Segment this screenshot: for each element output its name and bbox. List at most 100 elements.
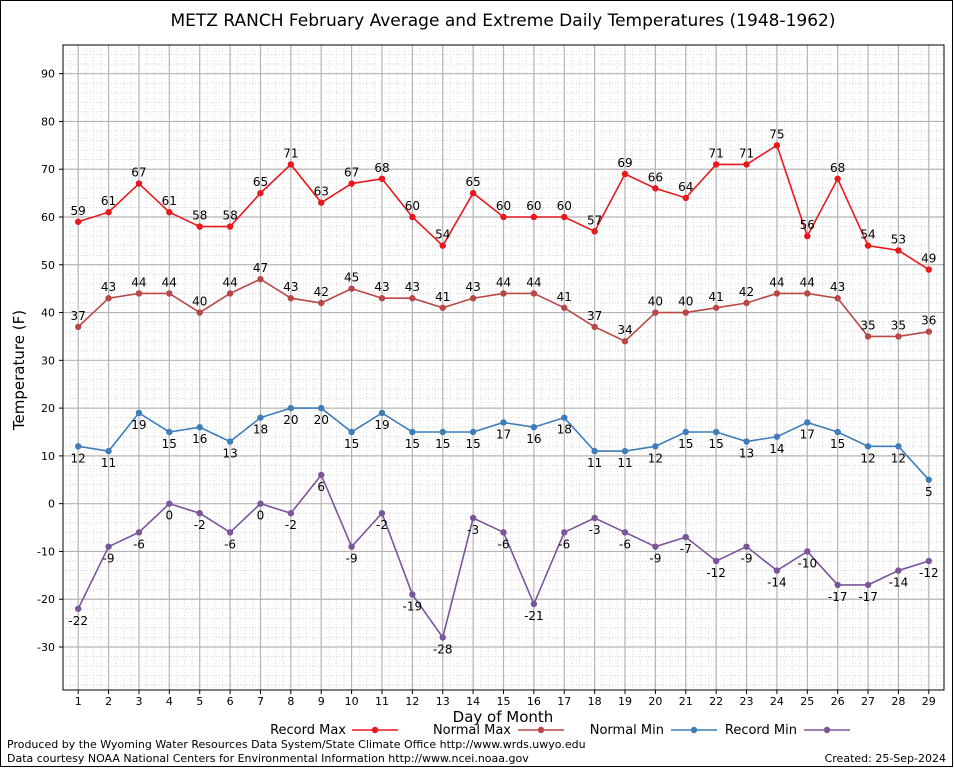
record-max-point [226, 223, 234, 230]
normal-min-data-label: 17 [496, 427, 511, 441]
record-max-point [682, 194, 689, 202]
normal-min-point [682, 428, 689, 436]
normal-min-data-label: 12 [648, 451, 663, 465]
record-max-data-label: 58 [222, 209, 237, 223]
normal-max-data-label: 43 [101, 280, 116, 294]
record-max-data-label: 60 [526, 199, 541, 213]
x-tick-label: 12 [405, 695, 419, 708]
normal-max-data-label: 43 [405, 280, 420, 294]
y-tick-label: 30 [41, 354, 55, 367]
normal-min-point [409, 428, 416, 436]
footer-created-date: Created: 25-Sep-2024 [824, 752, 946, 765]
record-max-data-label: 68 [374, 161, 389, 175]
x-axis-label: Day of Month [453, 708, 554, 726]
normal-max-point [500, 290, 507, 297]
normal-min-point [864, 443, 872, 450]
normal-max-point [804, 290, 811, 297]
footer-data-courtesy: Data courtesy NOAA National Centers for … [7, 752, 529, 765]
record-min-data-label: -9 [649, 552, 661, 566]
record-min-data-label: -21 [524, 609, 544, 623]
record-max-point [287, 161, 295, 168]
normal-min-point [135, 409, 143, 417]
normal-max-data-label: 42 [739, 285, 754, 299]
normal-min-data-label: 14 [769, 442, 784, 456]
normal-min-data-label: 11 [587, 456, 602, 470]
normal-max-point [287, 295, 295, 302]
normal-min-data-label: 13 [739, 447, 754, 461]
x-tick-label: 2 [105, 695, 112, 708]
normal-min-data-label: 15 [405, 437, 420, 451]
normal-max-point [773, 290, 781, 297]
normal-max-point [682, 309, 689, 316]
record-min-point [378, 510, 386, 517]
normal-max-data-label: 44 [769, 275, 784, 289]
footer-produced-by: Produced by the Wyoming Water Resources … [7, 738, 586, 751]
x-tick-label: 29 [922, 695, 936, 708]
normal-max-data-label: 44 [496, 275, 511, 289]
x-tick-label: 15 [497, 695, 511, 708]
x-tick-label: 5 [196, 695, 203, 708]
record-max-point [530, 213, 538, 221]
record-min-series: -22 -9 -6 0 -2 -6 0 -2 6 -9 -2 -19 -28 -3 -6 -21 -6 -3 -6 -… [68, 471, 939, 656]
record-min-data-label: -7 [680, 542, 692, 556]
normal-max-point [712, 304, 720, 311]
normal-max-data-label: 36 [921, 314, 936, 328]
record-max-data-label: 63 [314, 185, 329, 199]
normal-min-point [469, 428, 477, 436]
normal-min-data-label: 15 [162, 437, 177, 451]
normal-min-point [348, 428, 355, 436]
normal-max-point [166, 290, 173, 297]
normal-max-data-label: 44 [222, 275, 237, 289]
normal-min-data-label: 20 [314, 413, 329, 427]
normal-max-data-label: 41 [435, 290, 450, 304]
normal-min-point [895, 443, 902, 450]
record-max-data-label: 49 [921, 252, 936, 266]
record-min-data-label: -6 [619, 537, 631, 551]
normal-min-data-label: 12 [860, 451, 875, 465]
record-max-data-label: 61 [162, 194, 177, 208]
normal-min-point [925, 476, 933, 483]
normal-min-point [196, 424, 203, 431]
x-tick-label: 4 [166, 695, 173, 708]
normal-max-point [591, 323, 598, 331]
record-min-point [500, 529, 507, 536]
legend-label-record-min: Record Min [725, 723, 797, 738]
normal-max-data-label: 35 [891, 318, 906, 332]
normal-max-point [743, 299, 750, 307]
x-tick-label: 16 [527, 695, 541, 708]
x-tick-label: 7 [257, 695, 264, 708]
record-min-point [895, 567, 902, 574]
record-max-data-label: 54 [435, 228, 450, 242]
record-max-point [74, 218, 82, 225]
normal-max-data-label: 47 [253, 261, 268, 275]
normal-min-point [652, 443, 659, 450]
record-max-point [804, 232, 811, 240]
normal-min-point [591, 447, 598, 455]
record-max-point [712, 161, 720, 168]
record-min-data-label: -2 [376, 518, 388, 532]
normal-max-data-label: 44 [526, 275, 541, 289]
x-tick-label: 21 [679, 695, 693, 708]
record-max-data-label: 67 [131, 166, 146, 180]
record-max-data-label: 59 [71, 204, 86, 218]
normal-min-point [561, 414, 568, 421]
y-tick-label: 80 [41, 115, 55, 128]
record-min-data-label: -10 [797, 556, 817, 570]
y-tick-label: 60 [41, 211, 55, 224]
legend-marker-record-min [823, 726, 831, 734]
record-min-point [348, 543, 355, 550]
x-tick-label: 26 [831, 695, 845, 708]
normal-max-point [196, 309, 203, 316]
x-tick-label: 20 [648, 695, 662, 708]
record-max-data-label: 68 [830, 161, 845, 175]
legend-label-normal-max: Normal Max [433, 723, 511, 738]
normal-max-point [318, 299, 325, 307]
normal-max-point [621, 338, 629, 345]
legend-marker-normal-min [690, 726, 698, 734]
normal-min-point [226, 438, 234, 445]
legend-label-record-max: Record Max [270, 723, 346, 738]
y-tick-label: 90 [41, 68, 55, 81]
x-tick-label: 28 [891, 695, 905, 708]
record-min-point [834, 581, 841, 589]
record-max-point [318, 199, 325, 206]
